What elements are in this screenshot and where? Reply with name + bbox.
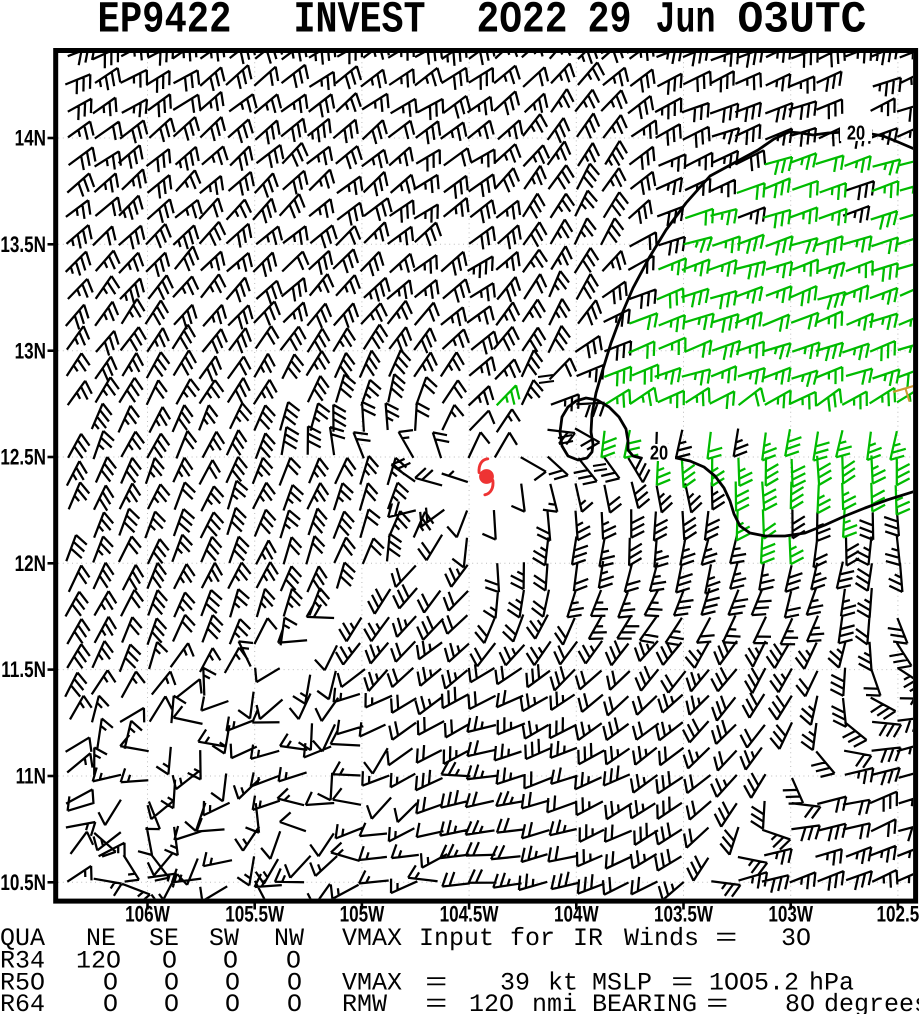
- svg-text:11.5N: 11.5N: [1, 657, 46, 682]
- svg-text:IR: IR: [573, 924, 603, 953]
- svg-text:NE: NE: [86, 924, 116, 953]
- svg-text:29: 29: [588, 0, 632, 45]
- svg-text:SW: SW: [209, 924, 239, 953]
- svg-text:INVEST: INVEST: [294, 0, 426, 45]
- svg-text:104.5W: 104.5W: [440, 901, 500, 926]
- svg-text:O: O: [223, 946, 238, 975]
- svg-text:3O: 3O: [781, 924, 811, 953]
- svg-text:=: =: [425, 990, 448, 1014]
- svg-text:R34: R34: [0, 946, 45, 975]
- svg-text:12.5N: 12.5N: [0, 445, 46, 470]
- svg-text:20: 20: [847, 122, 865, 144]
- svg-text:kt: kt: [548, 968, 578, 997]
- svg-text:2O22: 2O22: [477, 0, 568, 45]
- svg-text:R64: R64: [0, 990, 45, 1014]
- svg-text:Input: Input: [419, 924, 494, 953]
- svg-text:O: O: [286, 946, 301, 975]
- svg-text:O: O: [225, 990, 240, 1014]
- svg-text:Jun: Jun: [656, 0, 716, 45]
- svg-text:13.5N: 13.5N: [0, 232, 46, 257]
- svg-text:12N: 12N: [15, 551, 46, 576]
- svg-text:13N: 13N: [15, 338, 46, 363]
- svg-text:103W: 103W: [768, 901, 813, 926]
- svg-text:VMAX: VMAX: [342, 924, 402, 953]
- svg-text:8O: 8O: [785, 990, 815, 1014]
- svg-text:106W: 106W: [125, 901, 170, 926]
- svg-text:39: 39: [500, 968, 530, 997]
- svg-text:O: O: [103, 990, 118, 1014]
- svg-text:14N: 14N: [15, 126, 46, 151]
- svg-text:EP9422: EP9422: [98, 0, 232, 45]
- svg-text:20: 20: [650, 442, 668, 464]
- svg-text:O3UTC: O3UTC: [738, 0, 867, 45]
- svg-text:=: =: [425, 968, 448, 997]
- svg-text:RMW: RMW: [342, 990, 387, 1014]
- svg-text:105.5W: 105.5W: [225, 901, 285, 926]
- svg-text:O: O: [225, 968, 240, 997]
- svg-text:1OO5.2: 1OO5.2: [709, 968, 799, 997]
- svg-text:12O: 12O: [469, 990, 514, 1014]
- svg-text:Winds: Winds: [624, 924, 699, 953]
- svg-text:12O: 12O: [76, 946, 121, 975]
- svg-text:O: O: [164, 968, 179, 997]
- svg-text:102.5: 102.5: [877, 901, 919, 926]
- svg-text:MSLP: MSLP: [592, 968, 652, 997]
- svg-text:nmi: nmi: [532, 990, 577, 1014]
- svg-text:104W: 104W: [554, 901, 599, 926]
- svg-text:O: O: [103, 968, 118, 997]
- svg-text:BEARING: BEARING: [592, 990, 697, 1014]
- svg-text:SE: SE: [149, 924, 179, 953]
- svg-text:O: O: [162, 946, 177, 975]
- svg-text:105W: 105W: [340, 901, 385, 926]
- svg-text:=: =: [706, 990, 729, 1014]
- svg-text:O: O: [164, 990, 179, 1014]
- svg-text:=: =: [671, 968, 694, 997]
- svg-text:103.5W: 103.5W: [654, 901, 714, 926]
- svg-text:QUA: QUA: [0, 924, 45, 953]
- svg-text:11N: 11N: [16, 764, 46, 789]
- svg-text:O: O: [287, 968, 302, 997]
- svg-text:NW: NW: [274, 924, 304, 953]
- svg-text:hPa: hPa: [809, 968, 854, 997]
- svg-text:degrees: degrees: [824, 990, 919, 1014]
- svg-text:=: =: [715, 924, 738, 953]
- svg-text:10.5N: 10.5N: [0, 870, 46, 895]
- svg-text:VMAX: VMAX: [342, 968, 402, 997]
- svg-text:O: O: [287, 990, 302, 1014]
- svg-text:for: for: [510, 924, 555, 953]
- svg-text:R5O: R5O: [0, 968, 45, 997]
